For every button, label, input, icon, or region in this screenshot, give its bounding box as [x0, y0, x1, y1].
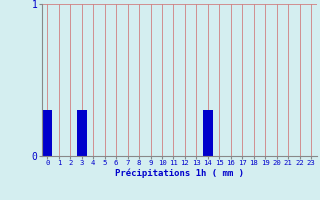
Bar	[77, 110, 87, 156]
Bar	[203, 110, 213, 156]
Bar	[43, 110, 52, 156]
X-axis label: Précipitations 1h ( mm ): Précipitations 1h ( mm )	[115, 169, 244, 178]
